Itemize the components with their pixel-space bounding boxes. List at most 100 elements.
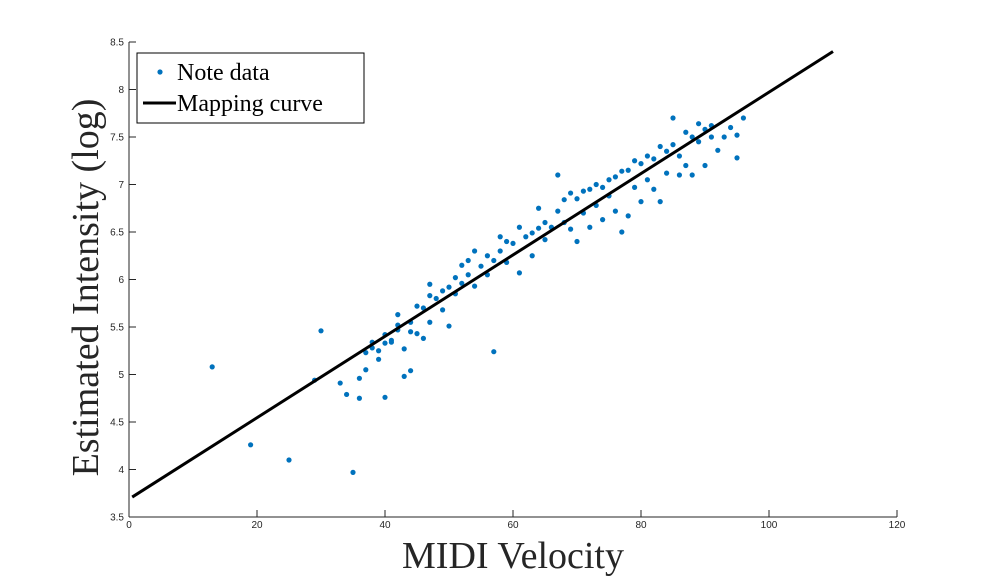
data-point: [376, 356, 382, 362]
data-point: [644, 153, 651, 159]
data-point: [555, 208, 561, 214]
data-point: [408, 329, 414, 335]
data-point: [670, 115, 676, 121]
data-point: [536, 205, 542, 211]
data-point: [472, 283, 478, 289]
data-point: [465, 272, 471, 278]
y-tick-label: 8.5: [110, 38, 124, 49]
data-point: [408, 368, 414, 374]
data-point: [523, 234, 529, 240]
data-point: [465, 257, 471, 264]
data-point: [734, 155, 740, 161]
data-point: [715, 147, 721, 153]
data-point: [721, 134, 727, 140]
data-point: [382, 340, 388, 346]
data-point: [427, 319, 433, 325]
axes: 0 20 40 60 80 100 120 3.5 4 4.5 5 5.5 6 6.5 7 7.5 8 8.5: [110, 38, 906, 532]
data-point: [612, 174, 619, 180]
data-point: [689, 172, 695, 178]
data-point: [427, 293, 433, 299]
legend-label-mapping-curve: Mapping curve: [177, 91, 323, 117]
y-tick-label: 3.5: [110, 513, 124, 524]
data-point: [420, 335, 426, 341]
y-tick-label: 6.5: [110, 228, 124, 239]
data-point: [401, 373, 407, 379]
data-point: [414, 331, 420, 337]
data-point: [574, 238, 580, 245]
data-point: [414, 303, 420, 309]
data-point: [484, 253, 490, 259]
data-point: [440, 307, 446, 313]
y-axis-title: Estimated Intensity (log): [65, 99, 107, 477]
data-point: [619, 168, 625, 174]
chart-marks: [131, 50, 834, 499]
data-point: [728, 124, 734, 131]
data-point: [580, 188, 587, 194]
data-point: [363, 367, 369, 373]
legend-label-note-data: Note data: [177, 60, 270, 86]
data-point: [593, 181, 599, 188]
data-point: [555, 172, 561, 178]
data-point: [587, 186, 593, 192]
data-point: [612, 208, 619, 214]
data-point: [625, 167, 631, 173]
data-point: [606, 177, 612, 183]
data-point: [516, 224, 523, 230]
data-point: [542, 219, 548, 226]
data-point: [696, 139, 702, 145]
data-point: [683, 162, 689, 169]
data-point: [497, 248, 503, 254]
data-point: [657, 199, 663, 205]
data-point: [683, 129, 689, 135]
data-point: [689, 134, 695, 140]
data-point: [587, 224, 593, 230]
data-point: [644, 177, 651, 183]
x-axis-title: MIDI Velocity: [402, 535, 624, 577]
data-point: [433, 295, 439, 302]
legend-marker-note-data: [157, 69, 163, 75]
data-point: [376, 348, 382, 354]
data-point: [472, 248, 478, 254]
data-point: [497, 234, 503, 240]
y-tick-label: 5.5: [110, 323, 124, 334]
data-point: [356, 395, 362, 401]
data-point: [542, 237, 548, 243]
data-point: [395, 312, 401, 318]
legend-box: [136, 52, 365, 124]
data-point: [568, 226, 574, 232]
x-tick-label: 40: [379, 520, 391, 531]
y-tick-label: 4.5: [110, 418, 124, 429]
data-point: [516, 270, 523, 276]
data-point: [504, 238, 510, 245]
y-tick-label: 7: [118, 180, 124, 191]
data-point: [625, 213, 631, 219]
y-tick-label: 8: [118, 85, 124, 96]
data-point: [491, 257, 497, 264]
y-tick-label: 4: [118, 465, 124, 476]
y-tick-label: 5: [118, 370, 124, 381]
data-point: [536, 225, 542, 231]
data-point: [632, 158, 638, 164]
data-point: [446, 323, 452, 329]
data-point: [356, 375, 362, 381]
data-point: [651, 186, 657, 192]
data-point: [427, 281, 433, 287]
data-point: [670, 142, 676, 148]
data-point: [657, 143, 663, 150]
data-point: [344, 391, 350, 398]
data-point: [619, 229, 625, 235]
data-point: [318, 328, 324, 334]
x-tick-label: 80: [635, 520, 647, 531]
data-point: [459, 280, 465, 286]
data-point: [740, 115, 747, 121]
data-point: [388, 339, 394, 345]
data-point: [420, 305, 426, 311]
data-point: [382, 394, 388, 400]
data-point: [651, 156, 657, 162]
x-tick-label: 120: [889, 520, 906, 531]
x-tick-label: 60: [507, 520, 519, 531]
data-point: [337, 380, 343, 386]
x-tick-label: 100: [761, 520, 778, 531]
data-point: [478, 263, 484, 269]
data-point: [401, 346, 407, 352]
